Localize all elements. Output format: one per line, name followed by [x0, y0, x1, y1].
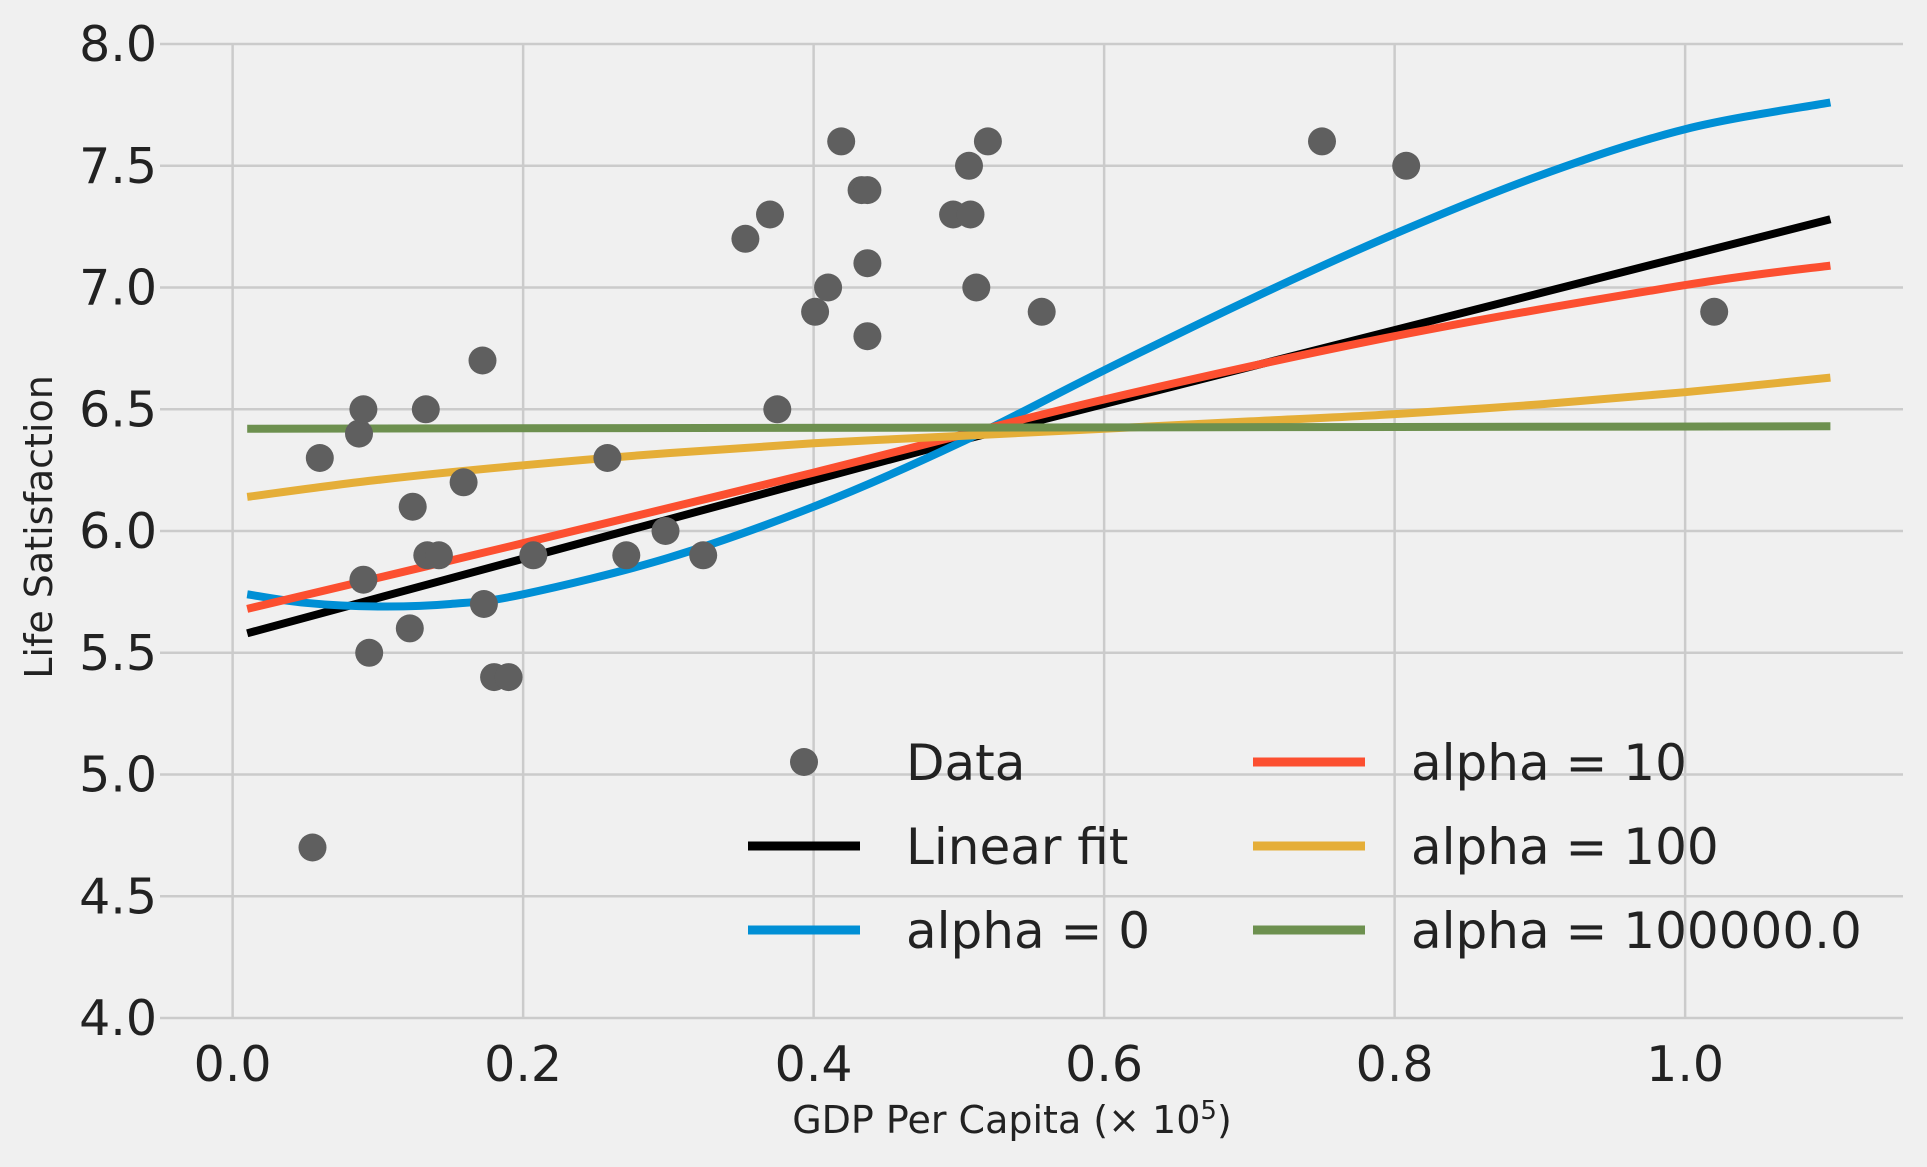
data-point [519, 541, 548, 570]
data-point [449, 468, 478, 497]
data-point [814, 273, 843, 302]
x-tick-label: 0.2 [484, 1036, 562, 1093]
legend-label: alpha = 100 [1411, 818, 1719, 876]
legend-marker [790, 748, 818, 776]
x-axis-label-exponent: 5 [1200, 1096, 1217, 1126]
data-point [494, 663, 523, 692]
data-point [424, 541, 453, 570]
x-tick-label: 0.6 [1065, 1036, 1143, 1093]
y-tick-label: 5.5 [79, 625, 157, 682]
legend-label: Linear fit [906, 818, 1128, 876]
data-point [853, 249, 882, 278]
x-axis-label-text: GDP Per Capita (× 10 [792, 1098, 1200, 1142]
data-point [411, 395, 440, 424]
data-point [398, 492, 427, 521]
series-line [246, 373, 1831, 501]
x-axis-label: GDP Per Capita (× 105) [792, 1096, 1232, 1142]
data-point [355, 638, 384, 667]
data-point [853, 322, 882, 351]
data-point [1392, 151, 1421, 180]
data-point [827, 127, 856, 156]
data-point [756, 200, 784, 229]
y-tick-label: 7.5 [79, 138, 157, 195]
data-point [731, 224, 760, 253]
data-point [305, 444, 334, 472]
data-point [468, 346, 497, 375]
data-point [612, 541, 641, 570]
legend-label: alpha = 0 [906, 902, 1150, 960]
data-point [973, 127, 1002, 156]
legend: Data Linear fit alpha = 0 alpha = 10 alpha =… [748, 734, 1862, 960]
y-tick-labels: 4.0 4.5 5.0 5.5 6.0 6.5 7.0 7.5 8.0 [79, 16, 157, 1047]
x-tick-label: 1.0 [1646, 1036, 1724, 1093]
data-point [955, 151, 983, 180]
data-point [298, 833, 327, 862]
y-tick-label: 6.0 [79, 503, 157, 560]
y-axis-label: Life Satisfaction [17, 375, 61, 679]
data-point [853, 176, 882, 205]
data-point [801, 297, 830, 326]
x-tick-labels: 0.0 0.2 0.4 0.6 0.8 1.0 [194, 1036, 1724, 1093]
legend-label: Data [906, 734, 1025, 792]
data-point [689, 541, 718, 570]
data-point [651, 517, 680, 545]
x-tick-label: 0.4 [775, 1036, 853, 1093]
data-point [956, 200, 985, 229]
scatter-points [298, 127, 1729, 862]
x-axis-label-close: ) [1217, 1098, 1232, 1142]
x-tick-label: 0.8 [1356, 1036, 1434, 1093]
series-line [247, 422, 1831, 433]
x-tick-label: 0.0 [194, 1036, 272, 1093]
data-point [469, 590, 498, 618]
data-point [593, 444, 622, 472]
data-point [1700, 297, 1729, 326]
y-tick-label: 4.5 [79, 868, 157, 925]
data-point [962, 273, 991, 302]
series-line [246, 261, 1831, 613]
data-point [349, 395, 378, 424]
grid [160, 42, 1903, 1020]
legend-label: alpha = 100000.0 [1411, 902, 1862, 960]
y-tick-label: 6.5 [79, 381, 157, 438]
y-tick-label: 7.0 [79, 260, 157, 317]
series-lines [246, 98, 1832, 638]
y-tick-label: 4.0 [79, 990, 157, 1047]
data-point [349, 565, 378, 594]
data-point [345, 419, 373, 448]
legend-label: alpha = 10 [1411, 734, 1687, 792]
series-line [246, 98, 1832, 611]
data-point [1308, 127, 1336, 156]
y-tick-label: 5.0 [79, 747, 157, 804]
data-point [763, 395, 792, 424]
data-point [1027, 297, 1056, 326]
data-point [395, 614, 424, 643]
y-tick-label: 8.0 [79, 16, 157, 73]
